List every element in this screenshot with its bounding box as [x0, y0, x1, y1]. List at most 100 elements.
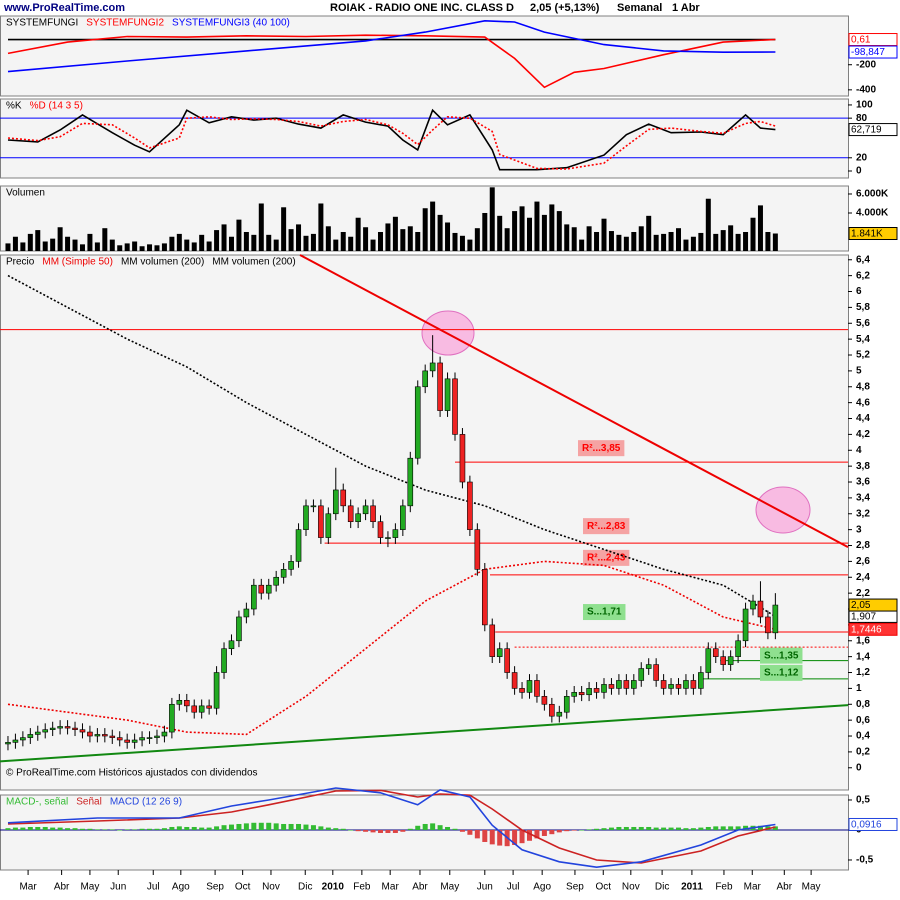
volume-bar	[646, 215, 652, 251]
candle-body	[265, 584, 272, 594]
volume-bar	[482, 212, 488, 251]
level-label-box	[760, 664, 803, 681]
volume-bar	[474, 228, 480, 251]
histogram-bar	[482, 829, 488, 842]
volume-bar	[750, 217, 756, 251]
volume-bar	[571, 227, 577, 251]
candle-body	[727, 656, 734, 665]
histogram-bar	[199, 827, 205, 830]
candle-body	[660, 680, 667, 689]
legend-entry: MM volumen (200)	[121, 257, 204, 268]
volume-bar	[363, 227, 369, 251]
volume-bar	[169, 236, 175, 251]
histogram-bar	[608, 827, 614, 830]
value-box-label: 62,719	[851, 125, 882, 136]
volume-bar	[690, 236, 696, 251]
candle-body	[146, 737, 153, 739]
histogram-bar	[12, 827, 18, 830]
candle-body	[64, 726, 71, 729]
candle-body	[563, 696, 570, 713]
x-tick-label: Nov	[262, 882, 280, 893]
volume-bar	[772, 233, 778, 251]
value-box	[848, 123, 898, 137]
y-tick-label: 2,8	[856, 540, 870, 551]
y-tick-label: 4	[856, 445, 862, 456]
value-box	[848, 45, 898, 59]
candle-body	[303, 505, 309, 530]
histogram-bar	[35, 826, 41, 830]
x-tick-label: Sep	[566, 882, 584, 893]
candle-body	[370, 505, 376, 523]
y-tick-label: 4,6	[856, 397, 870, 408]
y-tick-label: 1,2	[856, 667, 870, 678]
candle-body	[20, 737, 26, 741]
candle-body	[131, 739, 138, 743]
value-box-label: 1.841K	[851, 229, 883, 240]
value-box-label: 0,0916	[851, 820, 882, 831]
volume-bar	[526, 217, 532, 251]
histogram-bar	[184, 826, 190, 830]
trendline	[299, 254, 849, 548]
volume-bar	[452, 232, 458, 251]
y-tick-label: 3,6	[856, 477, 870, 488]
candle-body	[631, 680, 637, 689]
candle-body	[251, 584, 257, 610]
volume-bar	[258, 203, 264, 251]
volume-bar	[124, 243, 130, 251]
candle-body	[437, 362, 443, 411]
histogram-bar	[586, 829, 592, 830]
candle-body	[414, 386, 421, 459]
candle-body	[645, 664, 652, 669]
candle-body	[183, 700, 190, 707]
volume-bar	[720, 230, 726, 251]
x-tick-label: Mar	[382, 882, 400, 893]
volume-bar	[430, 201, 436, 251]
volume-bar	[102, 228, 108, 251]
candle-body	[675, 684, 682, 689]
histogram-bar	[459, 829, 465, 832]
histogram-bar	[325, 827, 331, 830]
histogram-bar	[407, 828, 413, 830]
volume-bar	[713, 233, 719, 251]
macd-line	[7, 789, 776, 864]
histogram-bar	[623, 826, 629, 830]
x-tick-label: Sep	[206, 882, 224, 893]
candle-body	[42, 729, 49, 733]
volume-bar	[199, 234, 205, 251]
histogram-bar	[132, 829, 138, 830]
volume-bar	[608, 231, 614, 251]
candle-body	[362, 505, 369, 515]
legend-entry: Precio	[6, 257, 35, 268]
footnote: © ProRealTime.com Históricos ajustados c…	[6, 768, 258, 779]
histogram-bar	[221, 825, 227, 830]
candle-body	[452, 378, 458, 435]
volume-bar	[296, 224, 302, 251]
volume-bar	[87, 233, 93, 251]
histogram-bar	[288, 823, 294, 830]
volume-bar	[534, 201, 540, 251]
histogram-bar	[519, 829, 525, 844]
x-tick-label: Ago	[172, 882, 190, 893]
candle-body	[116, 737, 123, 741]
candle-body	[280, 569, 287, 578]
histogram-bar	[20, 827, 26, 830]
candle-body	[340, 489, 347, 507]
histogram-bar	[631, 826, 637, 830]
site: www.ProRealTime.com	[3, 2, 125, 14]
indicator-line	[7, 108, 776, 171]
candle-body	[213, 672, 220, 709]
y-tick-label: 3,4	[856, 493, 870, 504]
value-box	[848, 598, 898, 612]
candle-body	[541, 696, 548, 705]
candle-body	[519, 688, 525, 693]
y-tick-label: -0,5	[856, 855, 874, 866]
candle-body	[765, 616, 771, 634]
candle-body	[87, 731, 93, 737]
histogram-bar	[333, 828, 339, 830]
histogram-bar	[757, 825, 763, 830]
volume-bar	[147, 244, 153, 251]
x-tick-label: 2010	[322, 882, 345, 893]
volume-bar	[281, 207, 287, 251]
x-tick-label: Jul	[507, 882, 520, 893]
volume-bar	[579, 239, 585, 251]
